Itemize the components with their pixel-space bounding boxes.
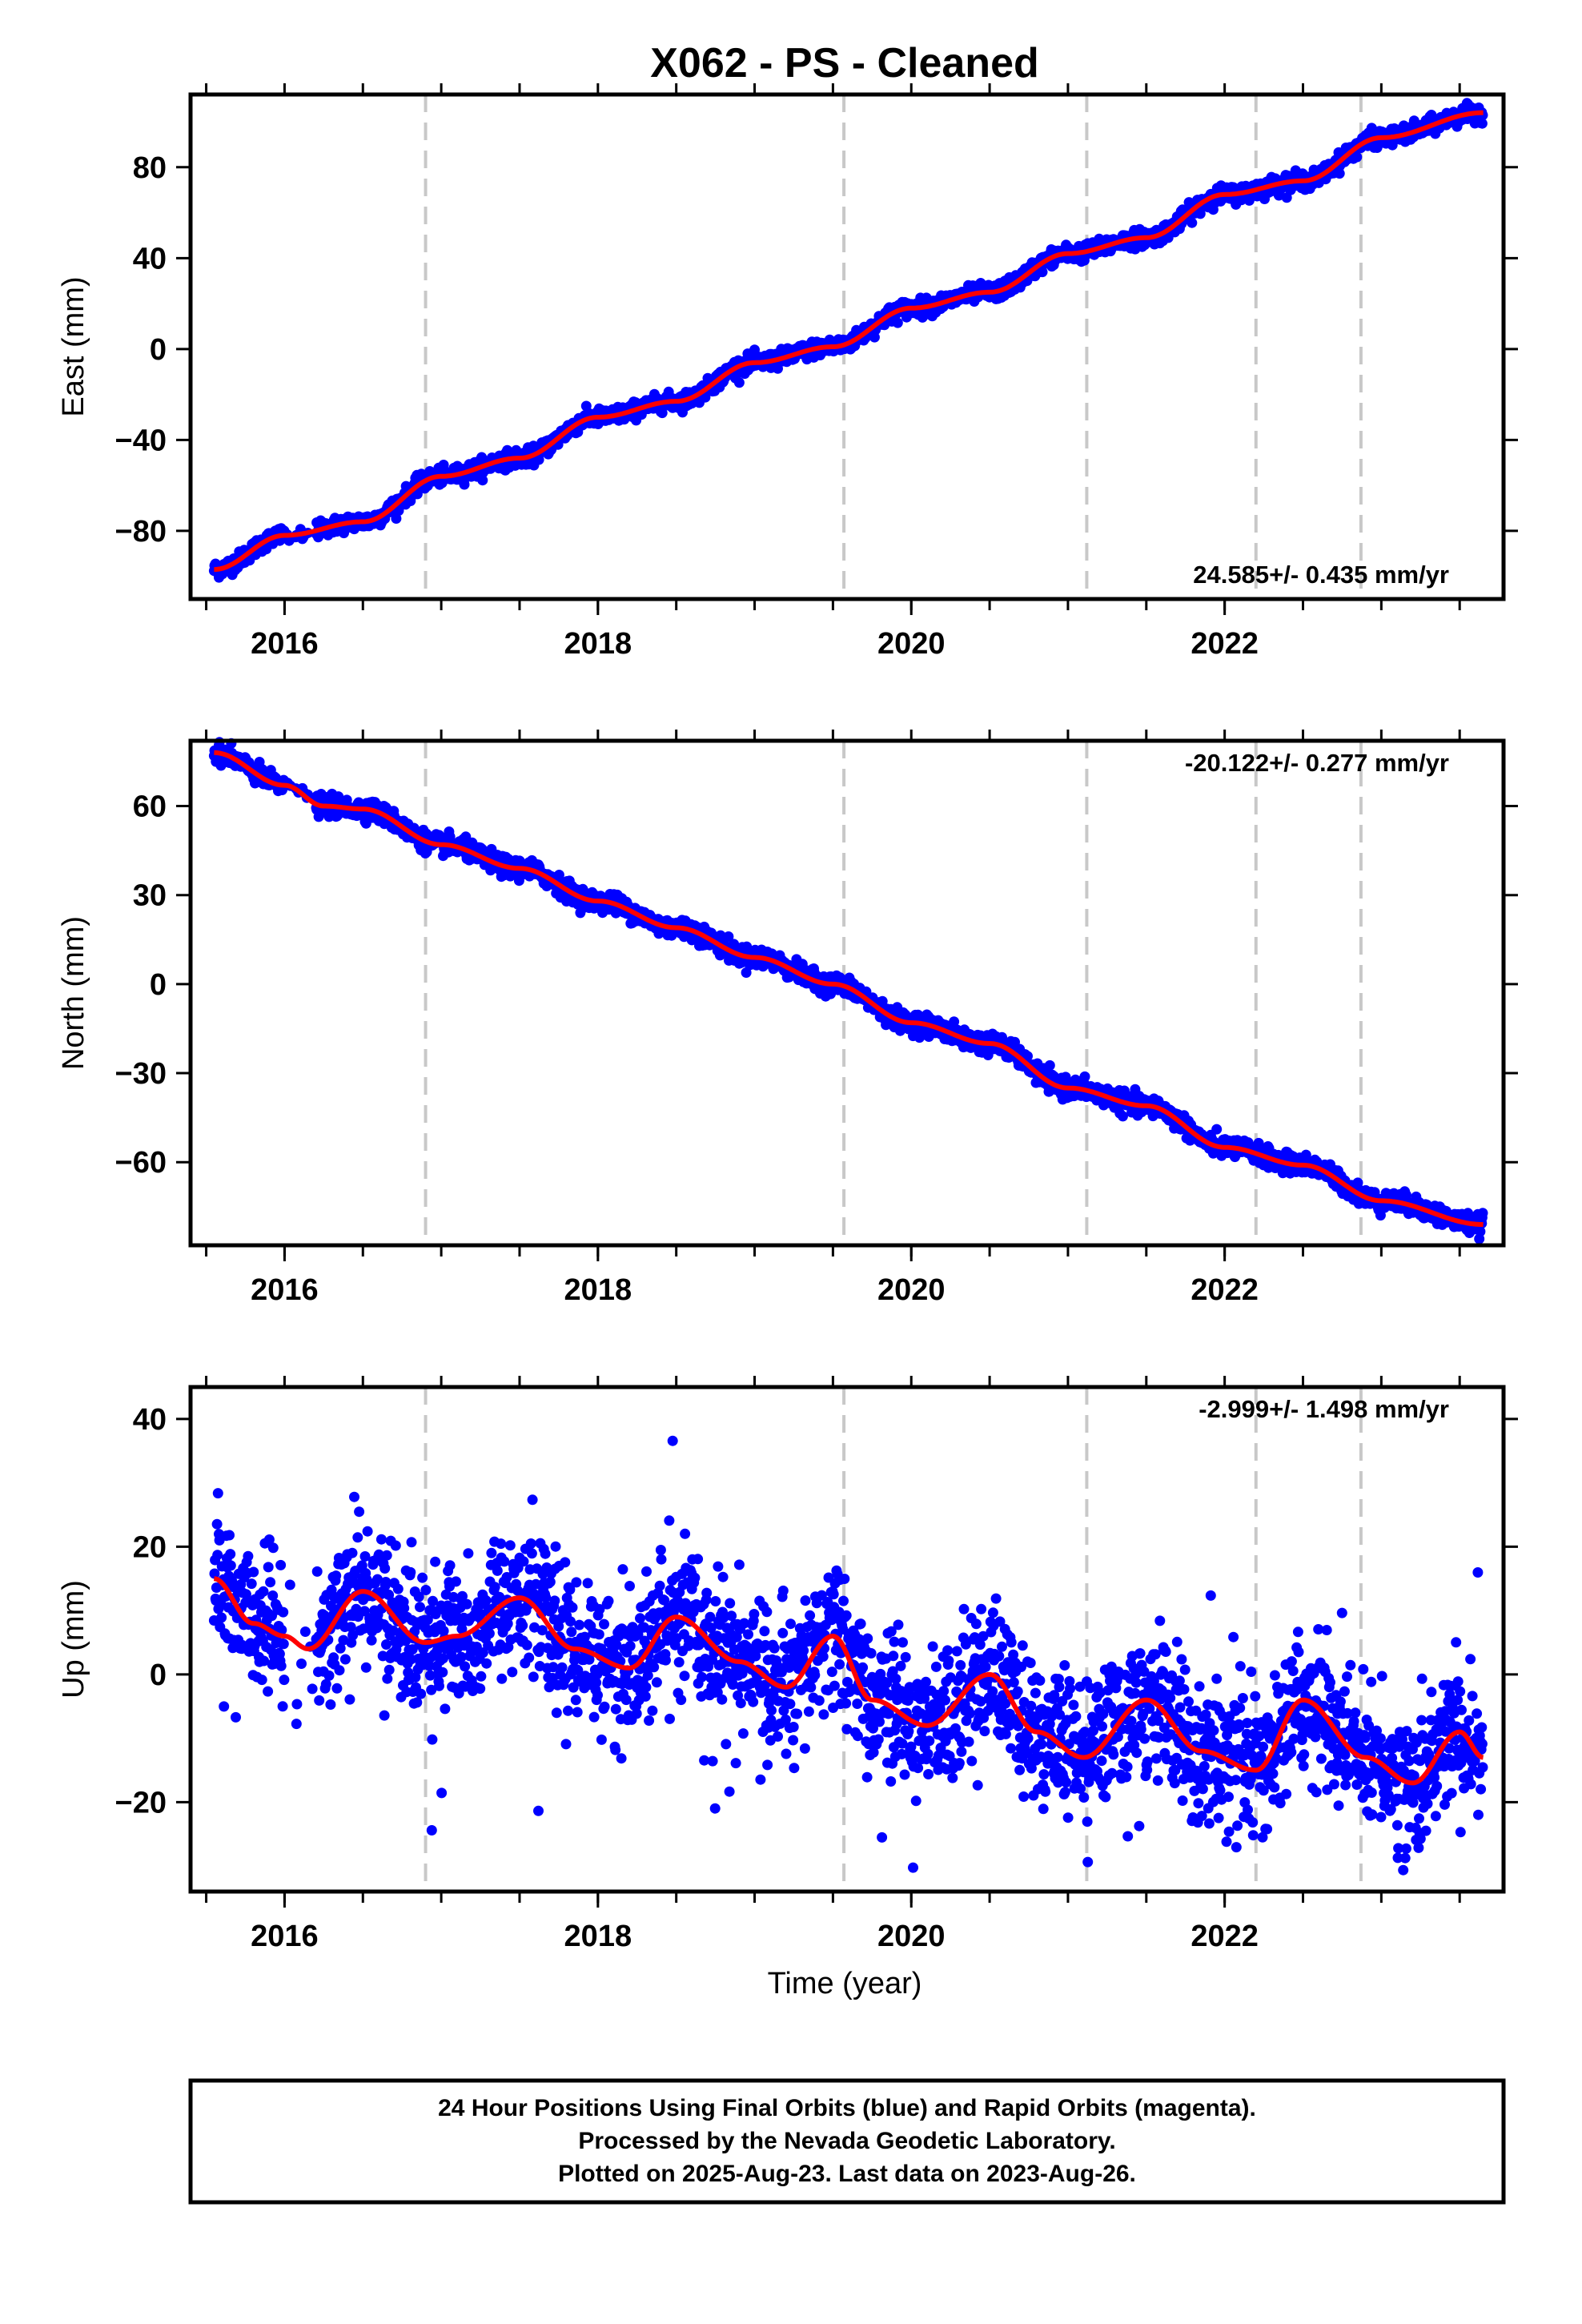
data-point bbox=[1351, 151, 1363, 163]
y-tick-label: −40 bbox=[115, 424, 167, 457]
x-tick-label: 2020 bbox=[877, 627, 946, 661]
x-tick-label: 2018 bbox=[564, 627, 632, 661]
figure-title: X062 - PS - Cleaned bbox=[650, 40, 1039, 86]
data-point bbox=[391, 513, 402, 524]
x-tick-label: 2022 bbox=[1191, 627, 1259, 661]
data-point bbox=[1186, 217, 1198, 228]
data-point bbox=[533, 454, 544, 465]
data-point bbox=[459, 479, 470, 490]
y-tick-label: −80 bbox=[115, 515, 167, 549]
y-tick-label: 40 bbox=[133, 242, 167, 275]
y-tick-label: 0 bbox=[150, 333, 167, 367]
y-tick-label: 80 bbox=[133, 151, 167, 185]
data-point bbox=[1118, 1111, 1128, 1122]
rate-label: 24.585+/- 0.435 mm/yr bbox=[1193, 561, 1449, 589]
east-panel: 2016 2018 2020 2022 −80 −40 0 40 80 East (mm) 24.5… bbox=[57, 83, 1518, 661]
data-point bbox=[892, 317, 903, 328]
data-point bbox=[733, 377, 745, 388]
data-points bbox=[208, 98, 1488, 583]
y-axis-label: East (mm) bbox=[57, 276, 90, 416]
data-point bbox=[1044, 1059, 1055, 1071]
data-point bbox=[1211, 1124, 1223, 1135]
x-tick-label: 2016 bbox=[251, 627, 319, 661]
data-point bbox=[1079, 1071, 1090, 1082]
data-point bbox=[477, 475, 488, 486]
data-points bbox=[208, 737, 1488, 1244]
